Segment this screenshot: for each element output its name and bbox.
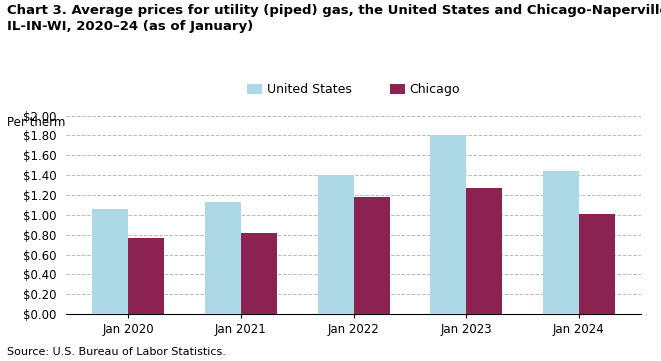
Legend: United States, Chicago: United States, Chicago [242,78,465,101]
Bar [205,202,241,314]
Text: Chart 3. Average prices for utility (piped) gas, the United States and Chicago-N: Chart 3. Average prices for utility (pip… [7,4,661,32]
Bar [430,135,466,314]
Bar [93,209,128,314]
Bar [579,214,615,314]
Bar [317,175,354,314]
Text: Per therm: Per therm [7,116,65,129]
Bar [543,171,579,314]
Bar [128,238,165,314]
Text: Source: U.S. Bureau of Labor Statistics.: Source: U.S. Bureau of Labor Statistics. [7,347,225,357]
Bar [241,233,277,314]
Bar [466,188,502,314]
Bar [354,197,390,314]
